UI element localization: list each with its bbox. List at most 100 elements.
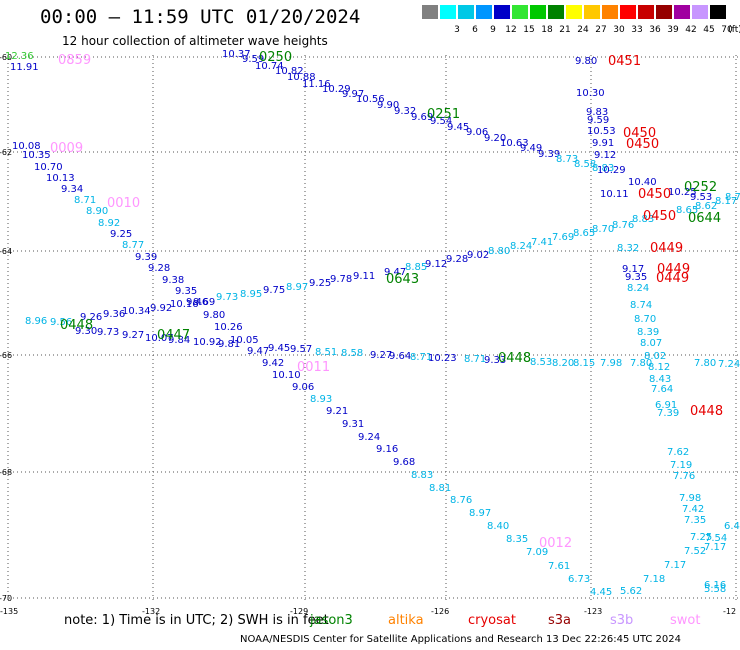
pass-time-tag: 0643 <box>386 272 419 287</box>
swh-value: 9.64 <box>389 351 411 362</box>
page-title: 00:00 – 11:59 UTC 01/20/2024 <box>40 6 361 28</box>
swh-value: 7.39 <box>657 408 679 419</box>
legend-swatch <box>494 5 510 19</box>
legend-label: 33 <box>631 25 643 35</box>
swh-value: 10.13 <box>46 173 75 184</box>
lat-tick-label: -70 <box>0 594 12 603</box>
swh-value: 8.83 <box>632 214 654 225</box>
lat-tick-label: -60 <box>0 53 12 62</box>
lat-tick-label: -66 <box>0 351 12 360</box>
swh-value: 4.45 <box>590 587 612 598</box>
swh-value: 9.59 <box>242 54 264 65</box>
swh-value: 6.73 <box>568 574 590 585</box>
swh-value: 9.42 <box>262 358 284 369</box>
swh-value: 8.71 <box>464 354 486 365</box>
legend-swatch <box>476 5 492 19</box>
swh-value: 8.43 <box>649 374 671 385</box>
satellite-label: cryosat <box>468 613 516 628</box>
pass-time-tag: 0450 <box>623 126 656 141</box>
swh-value: 9.47 <box>247 346 269 357</box>
swh-value: 8.58 <box>341 348 363 359</box>
swh-value: 7.76 <box>673 471 695 482</box>
swh-value: 9.78 <box>330 274 352 285</box>
swh-value: 7.64 <box>651 384 673 395</box>
swh-value: 8.72 <box>725 192 740 203</box>
swh-value: 7.09 <box>526 547 548 558</box>
satellite-label: jason3 <box>310 613 353 628</box>
swh-value: 9.84 <box>168 335 190 346</box>
swh-value: 8.83 <box>411 470 433 481</box>
swh-value: 8.51 <box>315 347 337 358</box>
swh-value: 9.54 <box>430 116 452 127</box>
swh-value: 7.62 <box>667 447 689 458</box>
swh-value: 8.58 <box>574 159 596 170</box>
swh-value: 10.11 <box>600 189 629 200</box>
swh-value: 8.65 <box>573 228 595 239</box>
swh-value: 7.80 <box>630 358 652 369</box>
pass-time-tag: 0449 <box>650 241 683 256</box>
swh-value: 10.92 <box>193 337 222 348</box>
swh-value: 10.07 <box>145 333 174 344</box>
swh-value: 8.74 <box>630 300 652 311</box>
legend-swatch <box>584 5 600 19</box>
lon-tick-label: -12 <box>723 607 736 616</box>
legend-unit: (ft) <box>728 25 740 35</box>
pass-time-tag: 0252 <box>684 180 717 195</box>
legend-swatch <box>638 5 654 19</box>
swh-value: 10.40 <box>628 177 657 188</box>
swh-value: 9.68 <box>393 457 415 468</box>
swh-value: 10.74 <box>255 61 284 72</box>
swh-value: 7.52 <box>684 546 706 557</box>
swh-value: 7.25 <box>690 532 712 543</box>
swh-value: 9.32 <box>394 106 416 117</box>
swh-value: 8.90 <box>86 206 108 217</box>
swh-value: 9.56 <box>50 317 72 328</box>
legend-swatch <box>458 5 474 19</box>
swh-value: 9.81 <box>218 339 240 350</box>
pass-time-tag: 0010 <box>107 196 140 211</box>
swh-value: 8.12 <box>648 362 670 373</box>
swh-value: 10.29 <box>322 84 351 95</box>
swh-value: 7.98 <box>679 493 701 504</box>
swh-value: 5.58 <box>704 584 726 595</box>
lon-tick-label: -132 <box>142 607 160 616</box>
swh-value: 8.62 <box>695 201 717 212</box>
track-0009: 10.0810.3510.7010.139.348.718.908.929.25… <box>12 141 612 598</box>
swh-value: 7.17 <box>664 560 686 571</box>
swh-value: 10.05 <box>230 335 259 346</box>
swh-value: 9.80 <box>203 310 225 321</box>
lat-tick-label: -64 <box>0 247 12 256</box>
legend-label: 36 <box>649 25 661 35</box>
track-0250: 10.379.5910.7410.8210.8811.1610.299.9710… <box>222 49 614 174</box>
satellite-label: altika <box>388 613 424 628</box>
swh-value: 9.16 <box>376 444 398 455</box>
swh-value: 9.25 <box>110 229 132 240</box>
swh-value: 9.46 <box>186 297 208 308</box>
axis-ticks: -135 -132 -129 -126 -123 -12 -60 -62 -64 -66 -68 -7… <box>0 53 736 616</box>
swh-value: 9.34 <box>61 184 83 195</box>
legend-swatch <box>674 5 690 19</box>
swh-value: 9.26 <box>80 312 102 323</box>
swh-value: 9.69 <box>193 297 215 308</box>
pass-time-tag: 0009 <box>50 141 83 156</box>
satellite-label: s3a <box>548 613 572 628</box>
swh-value: 8.96 <box>25 316 47 327</box>
swh-value: 5.62 <box>620 586 642 597</box>
swh-value: 9.06 <box>466 127 488 138</box>
swh-value: 8.76 <box>612 220 634 231</box>
swh-value: 9.69 <box>411 112 433 123</box>
legend-swatch <box>512 5 528 19</box>
swh-value: 8.20 <box>552 358 574 369</box>
legend-swatch <box>530 5 546 19</box>
legend-label: 24 <box>577 25 589 35</box>
swh-value: 8.97 <box>286 282 308 293</box>
lon-tick-label: -123 <box>584 607 602 616</box>
legend-label: 39 <box>667 25 679 35</box>
swh-value: 9.27 <box>122 330 144 341</box>
swh-value: 9.90 <box>377 100 399 111</box>
swh-value: 9.21 <box>326 406 348 417</box>
swh-value: 6.91 <box>655 400 677 411</box>
